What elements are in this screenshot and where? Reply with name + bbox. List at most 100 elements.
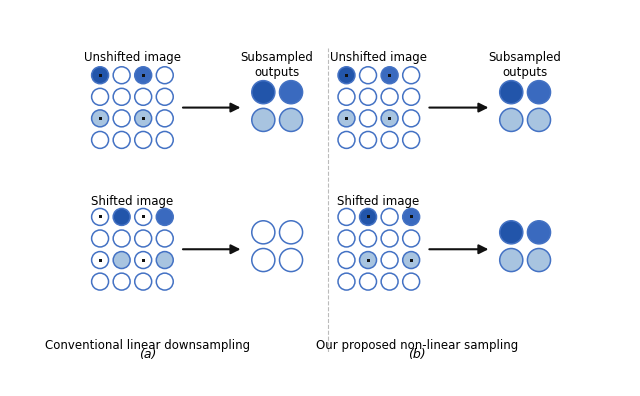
Bar xyxy=(367,215,369,219)
Circle shape xyxy=(113,88,130,105)
Circle shape xyxy=(527,221,550,244)
Circle shape xyxy=(156,131,173,148)
Text: (b): (b) xyxy=(408,348,426,361)
Circle shape xyxy=(338,131,355,148)
Circle shape xyxy=(92,230,109,247)
Circle shape xyxy=(381,67,398,84)
Circle shape xyxy=(252,249,275,272)
Circle shape xyxy=(500,109,523,131)
Circle shape xyxy=(381,208,398,225)
Bar xyxy=(345,74,348,77)
Bar xyxy=(99,259,102,262)
Circle shape xyxy=(156,273,173,290)
Bar xyxy=(141,215,145,219)
Circle shape xyxy=(403,110,420,127)
Circle shape xyxy=(360,131,376,148)
Circle shape xyxy=(280,81,303,104)
Circle shape xyxy=(403,131,420,148)
Circle shape xyxy=(156,67,173,84)
Bar xyxy=(410,215,413,219)
Circle shape xyxy=(135,131,152,148)
Circle shape xyxy=(360,67,376,84)
Circle shape xyxy=(338,88,355,105)
Circle shape xyxy=(135,208,152,225)
Circle shape xyxy=(92,110,109,127)
Circle shape xyxy=(135,88,152,105)
Circle shape xyxy=(381,131,398,148)
Circle shape xyxy=(381,273,398,290)
Circle shape xyxy=(252,221,275,244)
Circle shape xyxy=(500,249,523,272)
Circle shape xyxy=(403,208,420,225)
Circle shape xyxy=(92,208,109,225)
Bar xyxy=(388,117,391,120)
Circle shape xyxy=(403,88,420,105)
Circle shape xyxy=(135,273,152,290)
Circle shape xyxy=(360,251,376,268)
Text: Our proposed non-linear sampling: Our proposed non-linear sampling xyxy=(316,339,518,352)
Text: Conventional linear downsampling: Conventional linear downsampling xyxy=(45,339,250,352)
Circle shape xyxy=(113,67,130,84)
Text: Shifted image: Shifted image xyxy=(91,195,173,208)
Circle shape xyxy=(156,88,173,105)
Circle shape xyxy=(92,131,109,148)
Circle shape xyxy=(92,67,109,84)
Circle shape xyxy=(252,81,275,104)
Circle shape xyxy=(92,251,109,268)
Bar xyxy=(367,259,369,262)
Circle shape xyxy=(527,109,550,131)
Circle shape xyxy=(113,208,130,225)
Circle shape xyxy=(360,273,376,290)
Circle shape xyxy=(156,251,173,268)
Circle shape xyxy=(527,249,550,272)
Circle shape xyxy=(403,251,420,268)
Circle shape xyxy=(338,273,355,290)
Circle shape xyxy=(92,88,109,105)
Circle shape xyxy=(135,230,152,247)
Circle shape xyxy=(403,273,420,290)
Circle shape xyxy=(403,67,420,84)
Circle shape xyxy=(381,88,398,105)
Circle shape xyxy=(280,249,303,272)
Circle shape xyxy=(360,208,376,225)
Circle shape xyxy=(500,221,523,244)
Circle shape xyxy=(113,110,130,127)
Text: Subsampled
outputs: Subsampled outputs xyxy=(241,51,314,79)
Circle shape xyxy=(338,230,355,247)
Text: Shifted image: Shifted image xyxy=(337,195,419,208)
Circle shape xyxy=(92,273,109,290)
Circle shape xyxy=(113,251,130,268)
Bar xyxy=(345,117,348,120)
Text: Unshifted image: Unshifted image xyxy=(330,51,428,65)
Circle shape xyxy=(338,208,355,225)
Circle shape xyxy=(280,221,303,244)
Circle shape xyxy=(338,110,355,127)
Circle shape xyxy=(338,67,355,84)
Circle shape xyxy=(527,81,550,104)
Circle shape xyxy=(113,273,130,290)
Circle shape xyxy=(360,230,376,247)
Circle shape xyxy=(381,251,398,268)
Bar xyxy=(99,215,102,219)
Circle shape xyxy=(135,110,152,127)
Circle shape xyxy=(500,81,523,104)
Bar xyxy=(141,259,145,262)
Text: Subsampled
outputs: Subsampled outputs xyxy=(489,51,561,79)
Circle shape xyxy=(338,251,355,268)
Circle shape xyxy=(113,131,130,148)
Circle shape xyxy=(252,109,275,131)
Text: (a): (a) xyxy=(139,348,157,361)
Bar xyxy=(410,259,413,262)
Bar xyxy=(388,74,391,77)
Circle shape xyxy=(381,230,398,247)
Bar xyxy=(141,74,145,77)
Circle shape xyxy=(381,110,398,127)
Circle shape xyxy=(113,230,130,247)
Circle shape xyxy=(135,251,152,268)
Bar xyxy=(99,117,102,120)
Circle shape xyxy=(156,208,173,225)
Circle shape xyxy=(135,67,152,84)
Circle shape xyxy=(156,230,173,247)
Bar xyxy=(99,74,102,77)
Text: Unshifted image: Unshifted image xyxy=(84,51,181,65)
